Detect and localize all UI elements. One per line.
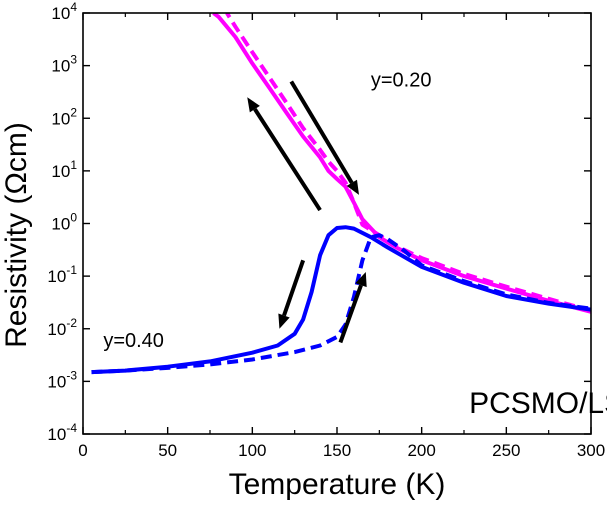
y-tick-label: 104 xyxy=(51,0,77,23)
annotation-label: PCSMO/LSAT(011) xyxy=(469,387,607,420)
x-tick-label: 250 xyxy=(492,441,520,460)
y-tick-base: 10 xyxy=(51,4,70,23)
y-tick-base: 10 xyxy=(51,57,70,76)
y-tick-label: 103 xyxy=(51,53,77,76)
y-tick-label: 100 xyxy=(51,211,77,234)
y-tick-exponent: -3 xyxy=(66,368,77,382)
x-tick-label: 300 xyxy=(577,441,605,460)
y-tick-exponent: 4 xyxy=(70,0,77,14)
y-tick-label: 10-1 xyxy=(47,263,77,286)
series-line-1 xyxy=(212,13,591,314)
series-line-4 xyxy=(91,233,591,375)
y-tick-label: 102 xyxy=(51,105,77,128)
y-tick-label: 10-4 xyxy=(47,421,77,444)
x-tick-label: 100 xyxy=(238,441,266,460)
y-tick-base: 10 xyxy=(47,372,66,391)
arrow-shaft-3 xyxy=(282,259,306,317)
arrow-head-4 xyxy=(355,271,367,288)
annotation-label: y=0.40 xyxy=(103,330,164,352)
y-tick-exponent: 1 xyxy=(70,158,77,172)
y-axis-title: Resistivity (Ωcm) xyxy=(0,122,33,348)
arrow-head-2 xyxy=(346,179,360,195)
y-tick-base: 10 xyxy=(51,162,70,181)
arrow-shaft-4 xyxy=(338,284,363,344)
arrow-head-1 xyxy=(247,97,260,113)
y-tick-exponent: -4 xyxy=(66,421,77,435)
annotations: y=0.20 y=0.40 PCSMO/LSAT(011) xyxy=(103,70,607,420)
arrow-head-3 xyxy=(278,313,290,329)
annotation-label: y=0.20 xyxy=(371,70,432,92)
y-tick-exponent: 0 xyxy=(70,211,77,225)
y-tick-label: 10-2 xyxy=(47,316,77,339)
arrow-shaft-1 xyxy=(253,107,322,212)
y-tick-exponent: -1 xyxy=(66,263,77,277)
y-tick-base: 10 xyxy=(51,215,70,234)
plot-marks xyxy=(91,13,591,375)
axis-ticks: 0 50 100 150 200 250 30010-410-310-210-1100101… xyxy=(47,0,605,460)
y-tick-label: 10-3 xyxy=(47,368,77,391)
x-tick-label: 200 xyxy=(407,441,435,460)
y-tick-exponent: -2 xyxy=(66,316,77,330)
y-tick-exponent: 2 xyxy=(70,105,77,119)
x-tick-label: 150 xyxy=(323,441,351,460)
y-tick-base: 10 xyxy=(47,267,66,286)
y-tick-label: 101 xyxy=(51,158,77,181)
y-tick-exponent: 3 xyxy=(70,53,77,67)
series-line-2 xyxy=(225,13,591,313)
y-tick-base: 10 xyxy=(47,320,66,339)
y-tick-base: 10 xyxy=(47,425,66,444)
x-tick-label: 50 xyxy=(158,441,177,460)
arrow-shaft-2 xyxy=(289,80,354,184)
y-tick-base: 10 xyxy=(51,109,70,128)
x-axis-title: Temperature (K) xyxy=(229,468,446,501)
x-tick-label: 0 xyxy=(78,441,87,460)
